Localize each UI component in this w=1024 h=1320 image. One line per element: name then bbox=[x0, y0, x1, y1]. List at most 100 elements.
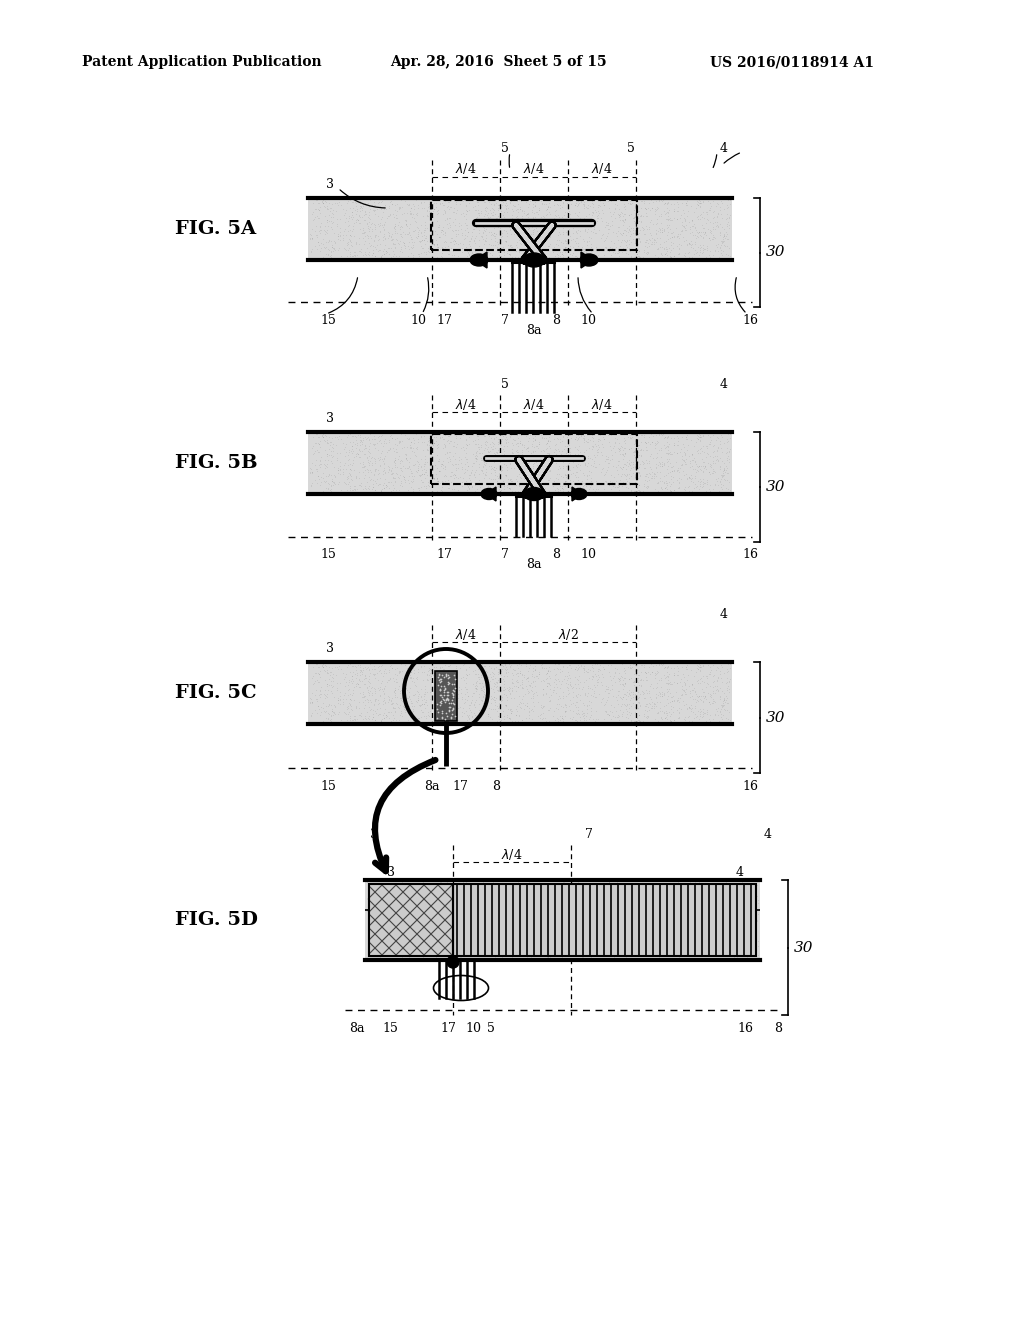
Point bbox=[452, 193, 468, 214]
Point bbox=[575, 198, 592, 219]
Point bbox=[577, 246, 593, 267]
Point bbox=[458, 442, 474, 463]
Point bbox=[575, 661, 592, 682]
Point bbox=[339, 466, 355, 487]
Point bbox=[503, 892, 519, 913]
Point bbox=[662, 247, 678, 268]
Point bbox=[359, 243, 376, 264]
Point bbox=[504, 438, 520, 459]
Point bbox=[473, 202, 489, 223]
Point bbox=[496, 444, 512, 465]
Point bbox=[475, 216, 492, 238]
Point bbox=[574, 193, 591, 214]
Point bbox=[454, 686, 470, 708]
Point bbox=[393, 680, 410, 701]
Point bbox=[325, 207, 341, 228]
Point bbox=[492, 917, 508, 939]
Point bbox=[381, 425, 397, 446]
Point bbox=[423, 892, 439, 913]
Point bbox=[468, 207, 484, 228]
Point bbox=[616, 203, 633, 224]
Point bbox=[552, 479, 568, 500]
Point bbox=[579, 455, 595, 477]
Point bbox=[648, 209, 665, 230]
Point bbox=[499, 887, 515, 908]
Point bbox=[438, 189, 455, 210]
Point bbox=[718, 482, 734, 503]
Point bbox=[610, 680, 627, 701]
Point bbox=[535, 945, 551, 966]
Point bbox=[563, 883, 580, 904]
Point bbox=[489, 680, 506, 701]
Point bbox=[316, 440, 333, 461]
Point bbox=[419, 870, 435, 891]
Point bbox=[410, 455, 426, 477]
Point bbox=[529, 911, 546, 932]
Point bbox=[645, 915, 662, 936]
Point bbox=[728, 931, 744, 952]
Point bbox=[315, 470, 332, 491]
Point bbox=[376, 932, 392, 953]
Point bbox=[696, 941, 713, 962]
Point bbox=[422, 900, 438, 921]
Point bbox=[666, 434, 682, 455]
Point bbox=[401, 659, 418, 680]
Point bbox=[503, 235, 519, 256]
Point bbox=[670, 660, 686, 681]
Point bbox=[632, 684, 648, 705]
Point bbox=[364, 937, 380, 958]
Point bbox=[613, 202, 630, 223]
Point bbox=[659, 440, 676, 461]
Point bbox=[645, 921, 662, 942]
Point bbox=[692, 656, 709, 677]
Point bbox=[347, 232, 364, 253]
Point bbox=[713, 939, 729, 960]
Point bbox=[610, 216, 627, 238]
Point bbox=[715, 692, 731, 713]
Point bbox=[694, 426, 711, 447]
Point bbox=[660, 220, 677, 242]
Point bbox=[705, 442, 721, 463]
Point bbox=[621, 471, 637, 492]
Point bbox=[529, 898, 546, 919]
Point bbox=[540, 883, 556, 904]
Point bbox=[649, 873, 666, 894]
Point bbox=[399, 908, 416, 929]
Point bbox=[325, 433, 341, 454]
Point bbox=[680, 948, 696, 969]
Point bbox=[556, 700, 572, 721]
Point bbox=[443, 902, 460, 923]
Point bbox=[669, 672, 685, 693]
Point bbox=[509, 442, 525, 463]
Text: $\lambda$/4: $\lambda$/4 bbox=[456, 396, 477, 412]
Point bbox=[502, 923, 518, 944]
Point bbox=[406, 220, 422, 242]
Point bbox=[592, 195, 608, 216]
Point bbox=[406, 929, 422, 950]
Point bbox=[520, 916, 537, 937]
Point bbox=[422, 681, 438, 702]
Point bbox=[678, 463, 694, 484]
Point bbox=[532, 882, 549, 903]
Point bbox=[355, 668, 372, 689]
Point bbox=[520, 925, 537, 946]
Point bbox=[560, 680, 577, 701]
Point bbox=[376, 219, 392, 240]
Point bbox=[692, 474, 709, 495]
Point bbox=[600, 704, 616, 725]
Point bbox=[578, 939, 594, 960]
Point bbox=[601, 215, 617, 236]
Point bbox=[695, 224, 712, 246]
Point bbox=[323, 478, 339, 499]
Point bbox=[478, 664, 495, 685]
Point bbox=[318, 470, 335, 491]
Point bbox=[499, 706, 515, 727]
Point bbox=[511, 222, 527, 243]
Point bbox=[417, 697, 433, 718]
Point bbox=[445, 454, 462, 475]
Point bbox=[378, 433, 394, 454]
Point bbox=[531, 197, 548, 218]
Point bbox=[665, 222, 681, 243]
Point bbox=[590, 197, 606, 218]
Point bbox=[471, 892, 487, 913]
